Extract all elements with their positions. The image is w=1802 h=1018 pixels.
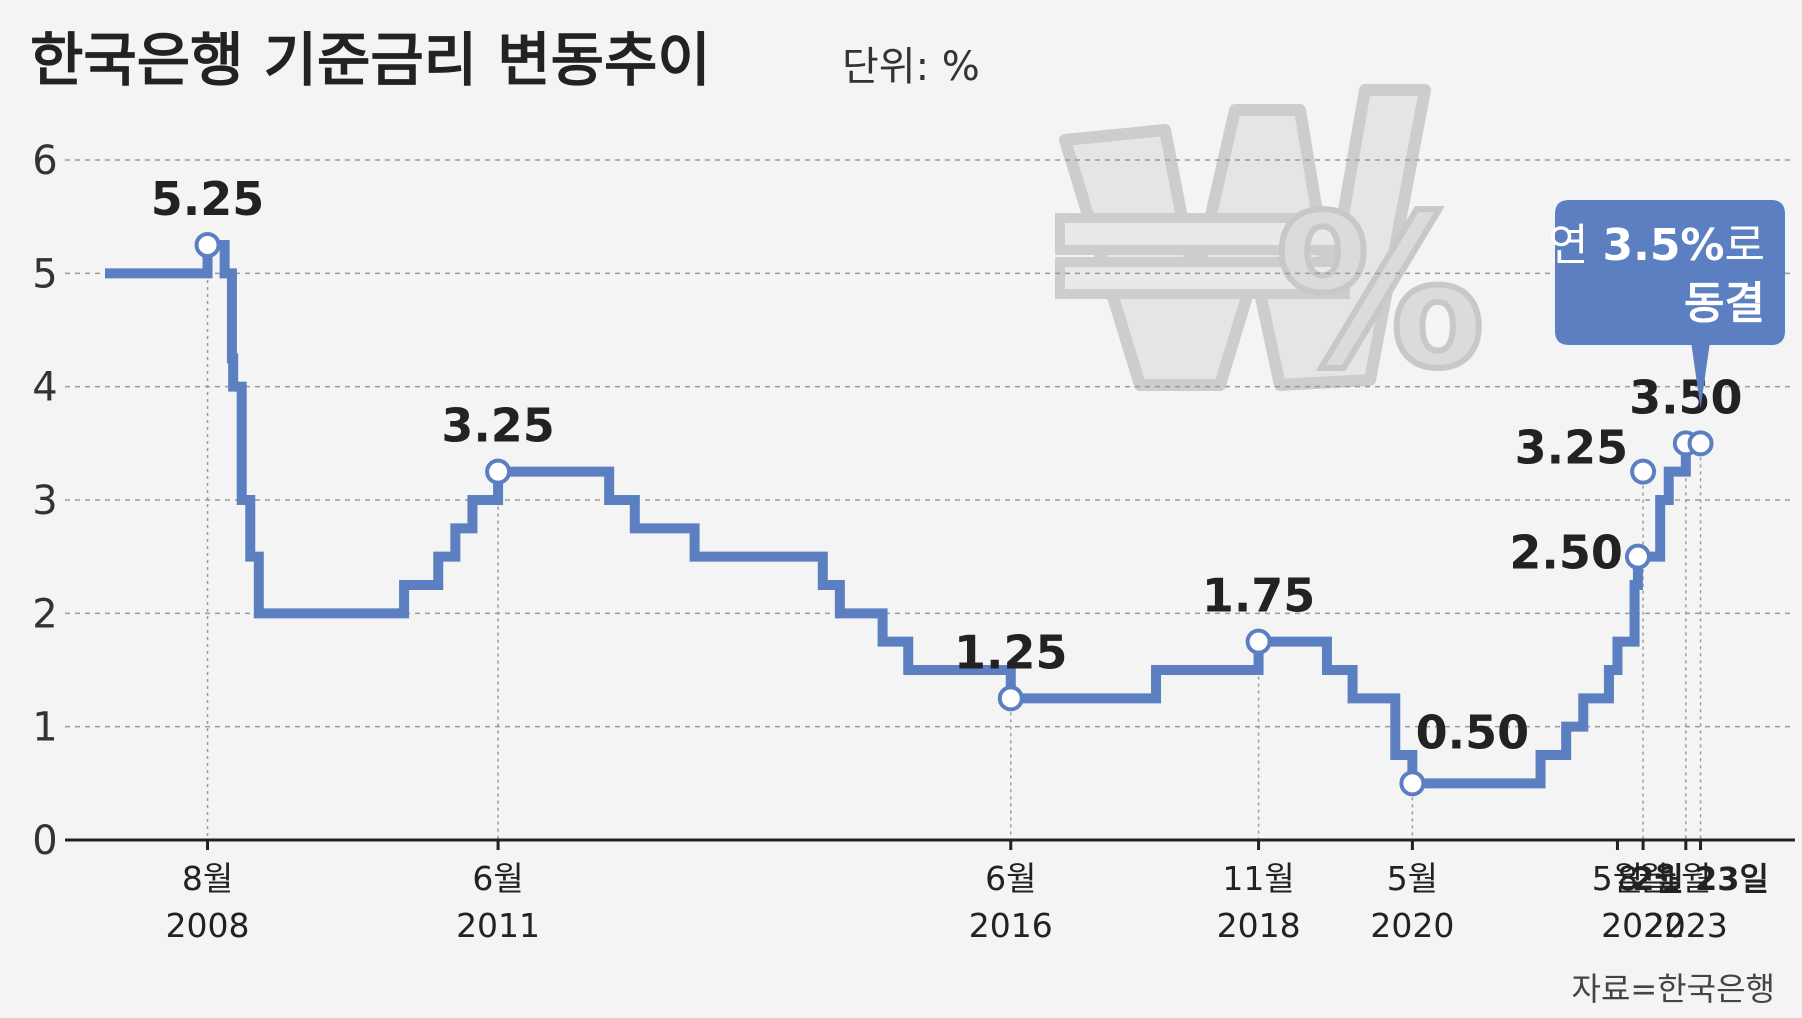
y-tick-label: 2 [32, 591, 57, 637]
axis-layer: 0 1 2 3 4 5 6 8월 2008 6월 2011 6월 2016 11월 2018 5월 2020 5월… [32, 138, 1795, 945]
won-percent-icon: % [1055, 84, 1488, 418]
x-tick-label: 8월 [182, 859, 233, 898]
rate-step-line [105, 240, 1701, 789]
label-layer: 5.253.251.251.750.502.503.253.50 [151, 172, 1743, 759]
y-tick-label: 3 [32, 478, 57, 524]
rate-marker [1687, 430, 1714, 457]
x-tick-year: 2018 [1217, 906, 1301, 945]
rate-marker [194, 232, 221, 258]
x-tick-label: 2월 23일 [1632, 860, 1769, 898]
x-tick-label: 5월 [1387, 859, 1438, 898]
marker-layer [194, 232, 1714, 797]
callout-line1: 연 3.5%로 [1548, 220, 1765, 271]
callout-line2: 동결 [1684, 278, 1765, 329]
data-label: 3.25 [1515, 421, 1629, 475]
x-tick-label: 8월 [1617, 859, 1668, 898]
x-tick-year: 2023 [1644, 906, 1728, 945]
x-tick-year: 2008 [166, 906, 250, 945]
x-tick-year: 2022 [1601, 906, 1685, 945]
source-note: 자료=한국은행 [1572, 970, 1775, 1008]
data-label: 2.50 [1509, 526, 1623, 580]
rate-marker [1245, 628, 1272, 655]
y-tick-label: 5 [32, 251, 57, 297]
data-label: 5.25 [151, 172, 265, 226]
data-label: 1.75 [1202, 569, 1316, 623]
x-tick-year: 2011 [456, 906, 540, 945]
x-tick-label: 1월 [1660, 859, 1711, 898]
data-label: 3.25 [441, 399, 555, 453]
x-tick-label: 5월 [1592, 859, 1643, 898]
callout-box [1555, 200, 1785, 409]
chart-title: 한국은행 기준금리 변동추이 [30, 26, 711, 94]
rate-freeze-callout: 연 3.5%로 동결 [1548, 200, 1785, 409]
rate-marker [1630, 458, 1657, 485]
unit-label: 단위: % [842, 44, 980, 90]
callout-value: 3.5% [1602, 220, 1724, 271]
y-tick-label: 1 [32, 705, 57, 751]
series-layer [105, 240, 1701, 789]
y-tick-label: 0 [32, 818, 57, 864]
x-tick-label: 11월 [1222, 859, 1294, 898]
data-label: 3.50 [1629, 370, 1743, 424]
callout-prefix: 연 [1548, 220, 1602, 271]
rate-marker [485, 458, 512, 485]
rate-marker [1399, 770, 1426, 797]
svg-text:%: % [1275, 170, 1485, 415]
rate-marker [1624, 543, 1651, 570]
callout-suffix: 로 [1725, 220, 1765, 271]
x-tick-year: 2016 [969, 906, 1053, 945]
x-tick-label: 6월 [985, 859, 1036, 898]
rate-marker [997, 685, 1024, 712]
y-tick-label: 6 [32, 138, 57, 184]
x-tick-year: 2020 [1370, 906, 1454, 945]
data-label: 1.25 [954, 625, 1068, 679]
data-label: 0.50 [1416, 705, 1530, 759]
y-tick-label: 4 [32, 365, 57, 411]
x-tick-label: 6월 [472, 859, 523, 898]
